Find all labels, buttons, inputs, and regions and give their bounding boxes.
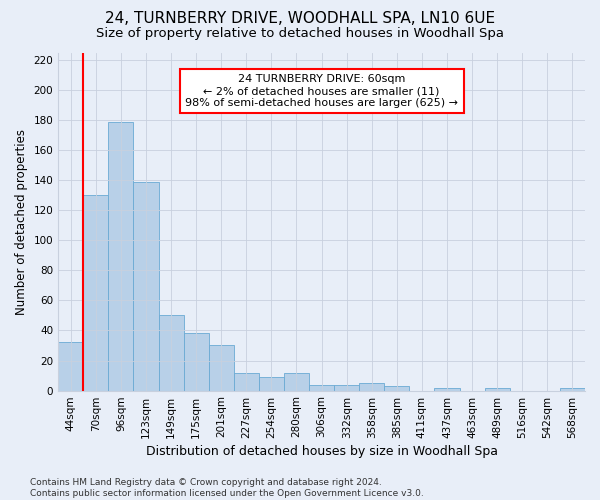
Bar bbox=[385, 386, 409, 390]
Bar bbox=[309, 384, 334, 390]
Bar bbox=[184, 334, 209, 390]
X-axis label: Distribution of detached houses by size in Woodhall Spa: Distribution of detached houses by size … bbox=[146, 444, 497, 458]
Bar bbox=[109, 122, 133, 390]
Bar bbox=[158, 316, 184, 390]
Bar bbox=[359, 383, 385, 390]
Bar bbox=[434, 388, 460, 390]
Bar bbox=[259, 377, 284, 390]
Text: Size of property relative to detached houses in Woodhall Spa: Size of property relative to detached ho… bbox=[96, 28, 504, 40]
Bar bbox=[133, 182, 158, 390]
Text: 24 TURNBERRY DRIVE: 60sqm
← 2% of detached houses are smaller (11)
98% of semi-d: 24 TURNBERRY DRIVE: 60sqm ← 2% of detach… bbox=[185, 74, 458, 108]
Bar bbox=[234, 372, 259, 390]
Text: 24, TURNBERRY DRIVE, WOODHALL SPA, LN10 6UE: 24, TURNBERRY DRIVE, WOODHALL SPA, LN10 … bbox=[105, 11, 495, 26]
Bar bbox=[334, 384, 359, 390]
Bar bbox=[284, 372, 309, 390]
Text: Contains HM Land Registry data © Crown copyright and database right 2024.
Contai: Contains HM Land Registry data © Crown c… bbox=[30, 478, 424, 498]
Bar bbox=[58, 342, 83, 390]
Y-axis label: Number of detached properties: Number of detached properties bbox=[15, 128, 28, 314]
Bar bbox=[209, 346, 234, 391]
Bar bbox=[83, 195, 109, 390]
Bar bbox=[560, 388, 585, 390]
Bar bbox=[485, 388, 510, 390]
